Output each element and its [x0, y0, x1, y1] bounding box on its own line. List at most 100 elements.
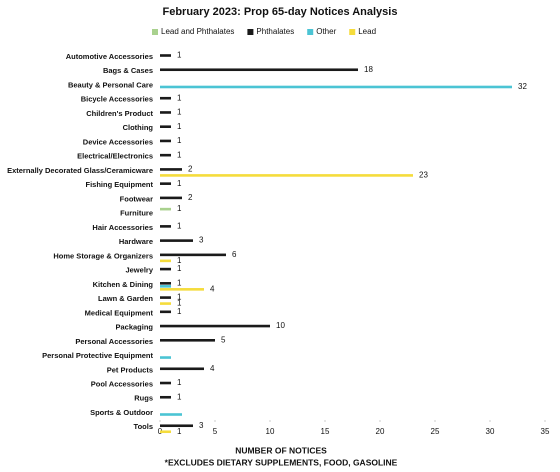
category-label: Hardware [119, 237, 153, 246]
bar [160, 174, 413, 177]
bar [160, 430, 171, 434]
data-label: 6 [232, 250, 237, 259]
x-tick-label: 15 [321, 427, 330, 436]
bar [160, 413, 182, 416]
bar [160, 207, 171, 211]
category-label: Bags & Cases [103, 66, 153, 75]
data-label: 1 [177, 150, 182, 159]
bar [160, 381, 171, 385]
data-label: 18 [364, 65, 373, 74]
bar [160, 153, 171, 157]
bar [160, 54, 171, 57]
legend-swatch [307, 29, 314, 35]
data-label: 1 [177, 427, 182, 436]
data-label: 1 [177, 293, 182, 302]
x-tick-label: 25 [431, 427, 440, 436]
bar [160, 288, 204, 291]
legend-swatch [152, 29, 158, 35]
category-label: Externally Decorated Glass/Ceramicware [7, 166, 153, 175]
category-label: Pool Accessories [91, 380, 153, 389]
data-label: 1 [177, 378, 182, 387]
category-label: Furniture [120, 209, 153, 218]
x-tick-label: 20 [376, 427, 385, 436]
category-label: Pet Products [107, 365, 153, 374]
data-label: 23 [419, 171, 428, 180]
data-label: 2 [188, 165, 193, 174]
legend-label: Lead and Phthalates [161, 27, 234, 36]
footnote: *EXCLUDES DIETARY SUPPLEMENTS, FOOD, GAS… [165, 457, 398, 467]
bar [160, 324, 270, 328]
bar [160, 395, 171, 399]
data-label: 2 [188, 193, 193, 202]
bar [160, 85, 512, 89]
bar [160, 125, 171, 128]
category-label: Kitchen & Dining [93, 280, 154, 289]
category-label: Beauty & Personal Care [68, 80, 153, 89]
data-label: 1 [177, 299, 182, 308]
bar [160, 182, 171, 185]
bar [160, 253, 226, 257]
bar [160, 96, 171, 100]
data-label: 1 [177, 179, 182, 188]
bar [160, 259, 171, 263]
data-label: 1 [177, 136, 182, 145]
data-label: 4 [210, 364, 215, 373]
bar [160, 267, 171, 271]
bar [160, 282, 171, 285]
category-label: Children's Product [86, 109, 153, 118]
bar [160, 310, 171, 314]
data-label: 1 [177, 122, 182, 131]
legend-swatch [349, 29, 356, 35]
data-label: 1 [177, 392, 182, 401]
category-label: Hair Accessories [92, 223, 153, 232]
data-label: 1 [177, 51, 182, 60]
category-label: Rugs [134, 394, 153, 403]
category-label: Automotive Accessories [66, 52, 153, 61]
legend-label: Other [316, 27, 336, 36]
bar [160, 68, 358, 72]
bar [160, 367, 204, 371]
data-label: 1 [177, 204, 182, 213]
data-label: 1 [177, 307, 182, 316]
data-label: 10 [276, 321, 285, 330]
data-label: 32 [518, 82, 527, 91]
bar [160, 111, 171, 114]
category-label: Home Storage & Organizers [53, 251, 153, 260]
data-label: 3 [199, 236, 204, 245]
data-label: 3 [199, 421, 204, 430]
data-label: 4 [210, 284, 215, 293]
legend-swatch [247, 29, 254, 35]
bar [160, 424, 193, 428]
bar [160, 296, 171, 299]
bar [160, 196, 182, 200]
category-label: Sports & Outdoor [90, 408, 153, 417]
data-label: 1 [177, 108, 182, 117]
x-axis-label: NUMBER OF NOTICES [235, 445, 327, 455]
data-label: 1 [177, 278, 182, 287]
category-label: Bicycle Accessories [81, 95, 153, 104]
category-label: Medical Equipment [85, 308, 154, 317]
category-label: Fishing Equipment [86, 180, 154, 189]
bar [160, 302, 171, 305]
category-label: Footwear [120, 194, 153, 203]
category-label: Clothing [123, 123, 154, 132]
x-tick-label: 35 [541, 427, 550, 436]
category-label: Personal Protective Equipment [42, 351, 153, 360]
legend-label: Lead [358, 27, 376, 36]
data-label: 1 [177, 93, 182, 102]
data-label: 1 [177, 221, 182, 230]
category-label: Tools [134, 422, 153, 431]
data-label: 1 [177, 256, 182, 265]
category-label: Jewelry [125, 266, 153, 275]
data-label: 5 [221, 335, 226, 344]
bar [160, 285, 171, 288]
category-label: Lawn & Garden [98, 294, 153, 303]
category-label: Personal Accessories [75, 337, 153, 346]
category-label: Packaging [115, 323, 153, 332]
category-label: Electrical/Electronics [77, 152, 153, 161]
category-label: Device Accessories [83, 137, 153, 146]
bar [160, 139, 171, 143]
legend-label: Phthalates [256, 27, 294, 36]
bar [160, 239, 193, 242]
